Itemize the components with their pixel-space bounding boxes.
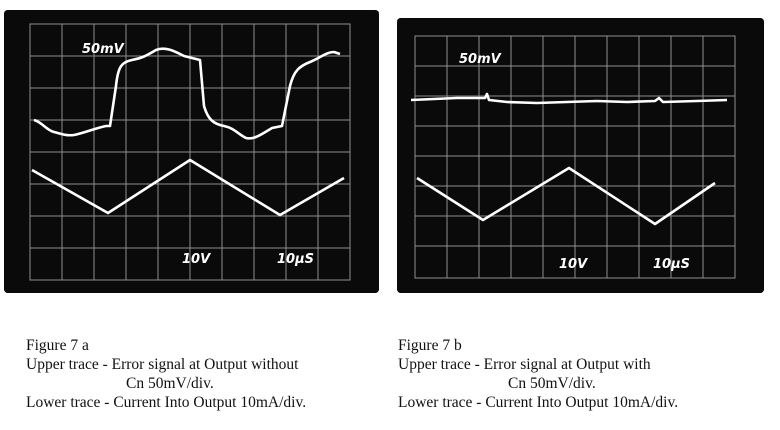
figure-7b-title: Figure 7 b (398, 337, 462, 354)
scope-b-volts-div: 50mV (459, 52, 502, 67)
scope-a-time-div: 10µS (277, 252, 314, 267)
scope-b-svg: 50mV 10V 10µS (397, 18, 764, 293)
figure-7a-caption: Figure 7 a Upper trace - Error signal at… (26, 336, 306, 412)
figure-7b-caption: Figure 7 b Upper trace - Error signal at… (398, 336, 678, 412)
scope-b-upper-trace (410, 92, 728, 105)
scope-b-ch2-volts: 10V (559, 257, 588, 272)
oscilloscope-screen-b: 50mV 10V 10µS (397, 18, 764, 293)
scope-a-volts-div: 50mV (82, 42, 125, 57)
figure-7a-title: Figure 7 a (26, 337, 89, 354)
scope-a-ch2-volts: 10V (182, 252, 211, 267)
figure-7a-upper-line1: Upper trace - Error signal at Output wit… (26, 356, 299, 373)
figure-7b-upper-line1: Upper trace - Error signal at Output wit… (398, 356, 651, 373)
figure-7b-upper-line2: Cn 50mV/div. (508, 375, 596, 392)
scope-a-lower-trace (31, 158, 345, 217)
oscilloscope-screen-a: 50mV 10V 10µS (4, 10, 379, 293)
scope-a-svg: 50mV 10V 10µS (4, 10, 379, 293)
scope-a-upper-trace (33, 47, 341, 140)
scope-b-grid (414, 35, 736, 279)
scope-a-grid (29, 23, 351, 281)
scope-b-lower-trace (416, 166, 716, 226)
figure-7b-lower: Lower trace - Current Into Output 10mA/d… (398, 394, 679, 411)
figure-7a-upper-line2: Cn 50mV/div. (126, 375, 214, 392)
figure-7a-lower: Lower trace - Current Into Output 10mA/d… (26, 394, 307, 411)
scope-b-time-div: 10µS (653, 257, 690, 272)
